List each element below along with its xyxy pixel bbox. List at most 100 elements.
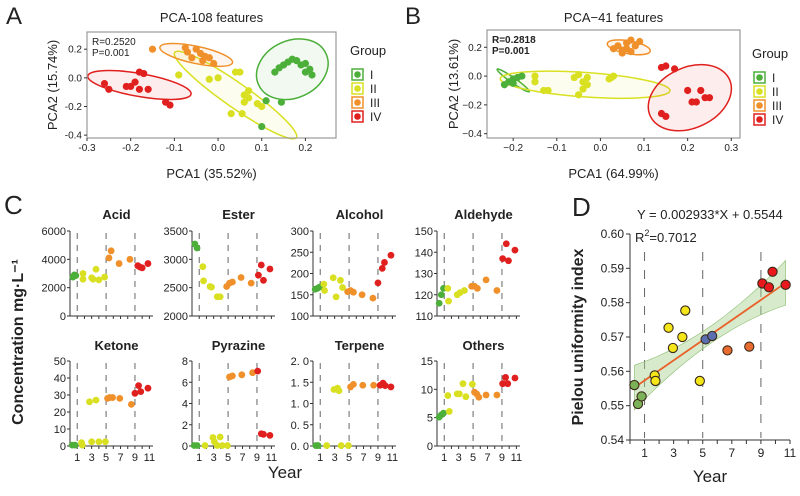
data-point-group-III — [493, 391, 501, 399]
y-tick-label: 5 — [427, 413, 433, 425]
data-point-group-IV — [511, 374, 519, 382]
data-point-group-II — [92, 265, 100, 273]
data-point-group-II — [339, 284, 346, 291]
subplot-alcohol: Alcohol 100 150 200 250 300 — [291, 207, 396, 323]
data-point-group-II — [335, 387, 343, 395]
data-point-group-I — [72, 272, 80, 280]
legend-label: I — [370, 68, 373, 82]
x-tick-label: 11 — [511, 452, 522, 464]
data-point-group-I — [258, 122, 266, 131]
data-point-group-III — [482, 276, 490, 284]
data-point-group-IV — [260, 430, 267, 438]
x-tick-label: -0.1 — [166, 143, 184, 154]
data-point-group-II — [332, 293, 340, 301]
x-axis-label: Year — [268, 463, 303, 482]
panel-label: C — [4, 190, 23, 220]
data-point-group-II — [329, 274, 337, 282]
data-point-group-II — [201, 442, 209, 449]
x-tick-label: -0.3 — [78, 143, 96, 154]
y-tick-label: 10 — [54, 424, 66, 436]
data-point-group-II — [544, 86, 552, 95]
x-tick-label: 11 — [387, 452, 398, 464]
legend-label: III — [370, 96, 380, 110]
data-point-group-II — [455, 390, 463, 398]
data-point-group-IV — [135, 382, 142, 390]
data-point-group-II — [337, 442, 345, 449]
plot-frame — [486, 29, 741, 139]
y-tick-label: 0.54 — [601, 433, 625, 447]
data-point-group-IV — [670, 65, 679, 73]
data-point-group-II — [214, 74, 222, 82]
x-tick-label: 7 — [117, 452, 123, 464]
x-tick-label: 0.3 — [724, 143, 738, 154]
regression-equation: Y = 0.002933*X + 0.5544 — [637, 207, 783, 222]
subplot-terpene: Terpene 0. 0 0. 5 1. 0 1. 5 2. 0 1 3 5 7 9 11 — [291, 338, 398, 464]
x-tick-label: 11 — [784, 446, 797, 460]
data-point — [667, 342, 679, 354]
data-point — [722, 345, 733, 356]
data-point-group-IV — [705, 94, 714, 102]
x-tick-label: 3 — [211, 452, 217, 464]
legend-label: IV — [772, 113, 783, 127]
data-point — [663, 322, 674, 333]
data-point — [767, 266, 778, 277]
chart-title: PCA−41 features — [564, 10, 664, 25]
data-point-group-III — [370, 381, 378, 389]
legend-label: III — [772, 99, 782, 113]
x-tick-label: 9 — [758, 446, 765, 460]
data-point-group-III — [350, 380, 357, 388]
data-point-group-III — [229, 372, 236, 380]
legend-marker-I — [354, 71, 361, 78]
data-point-group-II — [323, 442, 331, 449]
x-tick-label: 5 — [699, 446, 706, 460]
x-tick-label: 1 — [317, 452, 323, 464]
y-tick-label: 300 — [291, 226, 309, 238]
plot-frame — [86, 31, 337, 139]
data-point-group-III — [474, 284, 481, 292]
data-point-group-II — [583, 73, 591, 82]
y-tick-label: 15 — [421, 356, 433, 368]
data-point-group-I — [509, 79, 517, 87]
data-point-group-IV — [504, 380, 512, 388]
stat-label: P=0.001 — [92, 48, 130, 59]
data-point-group-IV — [502, 374, 509, 381]
data-point-group-II — [227, 110, 235, 118]
subplot-aldehyde: Aldehyde 110 120 130 140 150 — [415, 207, 520, 323]
data-point-group-IV — [378, 265, 386, 272]
stat-label: R=0.2818 — [492, 35, 536, 46]
data-point-group-II — [444, 284, 452, 292]
data-point-group-II — [101, 273, 109, 281]
data-point-group-I — [437, 291, 445, 299]
y-tick-label: 0.59 — [601, 261, 625, 275]
y-axis-label: Pielou uniformity index — [570, 248, 587, 425]
data-point-group-I — [308, 71, 316, 79]
x-tick-label: 0.2 — [681, 143, 695, 154]
x-tick-label: -0.2 — [122, 143, 140, 154]
y-tick-label: 250 — [291, 247, 309, 259]
data-point-group-III — [627, 36, 635, 44]
data-point-group-IV — [662, 112, 670, 120]
y-tick-label: 200 — [291, 269, 309, 281]
data-point — [780, 279, 791, 290]
confidence-ellipse-IV — [647, 63, 733, 132]
legend-marker-IV — [354, 113, 361, 120]
data-point-group-II — [238, 110, 246, 118]
data-point-group-II — [344, 442, 352, 449]
data-point-group-II — [459, 380, 467, 388]
x-tick-label: −0.1 — [547, 143, 567, 154]
data-point-group-II — [531, 78, 539, 86]
data-point-group-I — [262, 97, 270, 105]
x-tick-label: 0.0 — [211, 143, 225, 154]
legend-label: II — [370, 82, 377, 96]
data-point — [650, 375, 661, 387]
data-point-group-III — [359, 381, 367, 389]
subplot-ketone: Ketone 0 10 20 30 40 50 1 3 5 7 9 11 — [54, 338, 155, 464]
data-point-group-II — [79, 275, 87, 283]
y-tick-label: 0.57 — [601, 330, 625, 344]
data-point-group-IV — [144, 85, 152, 93]
y-tick-label: -0.4 — [65, 131, 83, 142]
data-point-group-II — [575, 91, 583, 99]
data-point-group-III — [205, 54, 213, 62]
data-point-group-III — [116, 395, 124, 402]
subplot-title: Alcohol — [336, 207, 384, 222]
